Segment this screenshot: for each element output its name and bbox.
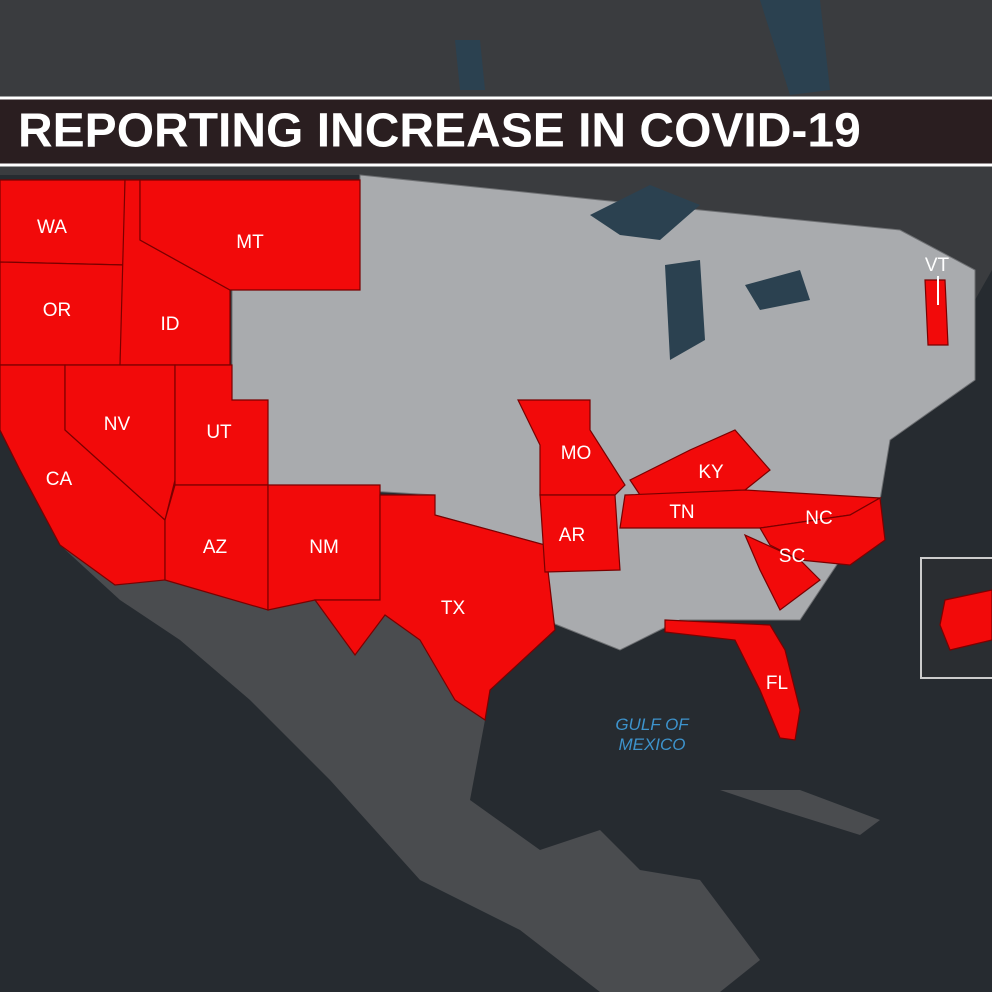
state-label: NV — [104, 414, 131, 435]
water-label: MEXICO — [618, 735, 685, 754]
state-label: AR — [559, 525, 585, 546]
state-shape — [664, 619, 801, 741]
state-label: WA — [37, 217, 67, 238]
great-lakes — [590, 185, 810, 360]
state-shape — [313, 494, 556, 722]
state-label: MO — [561, 443, 592, 464]
mexico — [60, 545, 760, 992]
state-label: TN — [669, 502, 694, 523]
state-shape — [743, 533, 821, 611]
state-label: VT — [925, 255, 950, 276]
title-bar — [0, 96, 992, 167]
water-label: GULF OF — [615, 715, 690, 734]
state-shape — [924, 279, 949, 346]
cuba — [720, 790, 880, 835]
state-label: FL — [766, 673, 788, 694]
state-shape — [164, 484, 269, 611]
state-label: OR — [43, 300, 72, 321]
state-label: CA — [46, 469, 73, 490]
state-shape — [64, 364, 176, 522]
affected-states — [0, 179, 949, 741]
state-label: NM — [309, 537, 339, 558]
state-label: MT — [236, 232, 264, 253]
state-label: KY — [698, 462, 724, 483]
state-shape — [139, 179, 361, 291]
state-shape — [539, 494, 621, 573]
lakes-north — [455, 0, 830, 95]
state-shape — [517, 399, 626, 496]
state-label: ID — [161, 314, 180, 335]
state-label: NC — [805, 508, 832, 529]
state-label: AZ — [203, 537, 228, 558]
title: REPORTING INCREASE IN COVID-19 — [18, 105, 861, 158]
state-shape — [759, 497, 886, 566]
inset-shape — [939, 589, 992, 651]
state-label: UT — [206, 422, 232, 443]
state-label: SC — [779, 546, 805, 567]
state-label: TX — [441, 598, 466, 619]
